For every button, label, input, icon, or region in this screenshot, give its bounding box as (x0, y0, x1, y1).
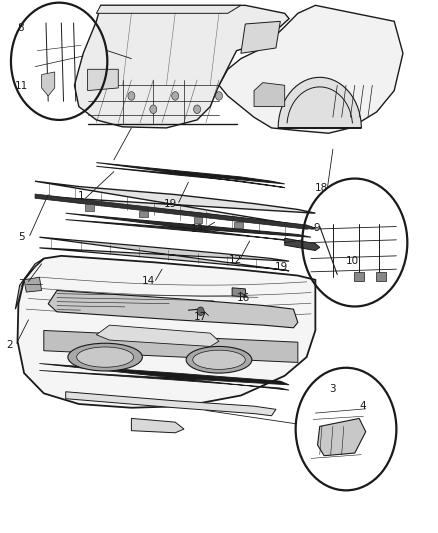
Text: 1: 1 (78, 191, 85, 201)
Text: 4: 4 (359, 401, 366, 411)
Text: 12: 12 (229, 255, 242, 265)
Polygon shape (66, 213, 311, 244)
Text: 10: 10 (346, 256, 359, 266)
Text: 18: 18 (315, 183, 328, 192)
Polygon shape (285, 238, 320, 251)
Polygon shape (254, 83, 285, 107)
Text: 2: 2 (6, 341, 13, 350)
Polygon shape (48, 290, 298, 328)
Polygon shape (15, 259, 44, 309)
Polygon shape (96, 325, 219, 346)
Circle shape (215, 92, 223, 100)
Polygon shape (219, 5, 403, 133)
Ellipse shape (186, 346, 252, 373)
Text: 8: 8 (18, 23, 25, 33)
Polygon shape (24, 277, 42, 292)
Text: 14: 14 (142, 277, 155, 286)
Polygon shape (232, 288, 246, 297)
Bar (376, 272, 386, 281)
Polygon shape (96, 163, 285, 188)
Circle shape (172, 92, 179, 100)
Bar (85, 204, 94, 211)
Polygon shape (66, 392, 276, 416)
Text: 5: 5 (18, 232, 25, 242)
Polygon shape (42, 72, 55, 96)
Bar (139, 211, 148, 217)
Text: 11: 11 (14, 82, 28, 91)
Polygon shape (74, 5, 289, 128)
Text: 3: 3 (328, 384, 336, 394)
Bar (194, 217, 202, 223)
Polygon shape (96, 5, 241, 13)
Polygon shape (35, 181, 315, 228)
Ellipse shape (77, 347, 134, 367)
Text: 7: 7 (18, 279, 25, 288)
Circle shape (150, 105, 157, 114)
Polygon shape (44, 330, 298, 362)
Polygon shape (278, 77, 361, 128)
Bar (234, 222, 243, 228)
Polygon shape (318, 418, 366, 456)
Circle shape (194, 105, 201, 114)
Polygon shape (39, 237, 289, 271)
Ellipse shape (68, 343, 142, 371)
Ellipse shape (193, 350, 245, 369)
Bar (354, 272, 364, 281)
Polygon shape (241, 21, 280, 53)
Polygon shape (39, 364, 289, 390)
Polygon shape (35, 194, 315, 229)
Text: 9: 9 (313, 223, 320, 233)
Text: 19: 19 (164, 199, 177, 208)
Text: 19: 19 (275, 262, 288, 271)
Circle shape (128, 92, 135, 100)
Circle shape (197, 307, 204, 316)
Polygon shape (131, 418, 184, 433)
Text: 13: 13 (191, 224, 204, 234)
Text: 17: 17 (194, 312, 207, 321)
Polygon shape (88, 69, 118, 91)
Text: 16: 16 (237, 294, 250, 303)
Polygon shape (18, 256, 315, 408)
